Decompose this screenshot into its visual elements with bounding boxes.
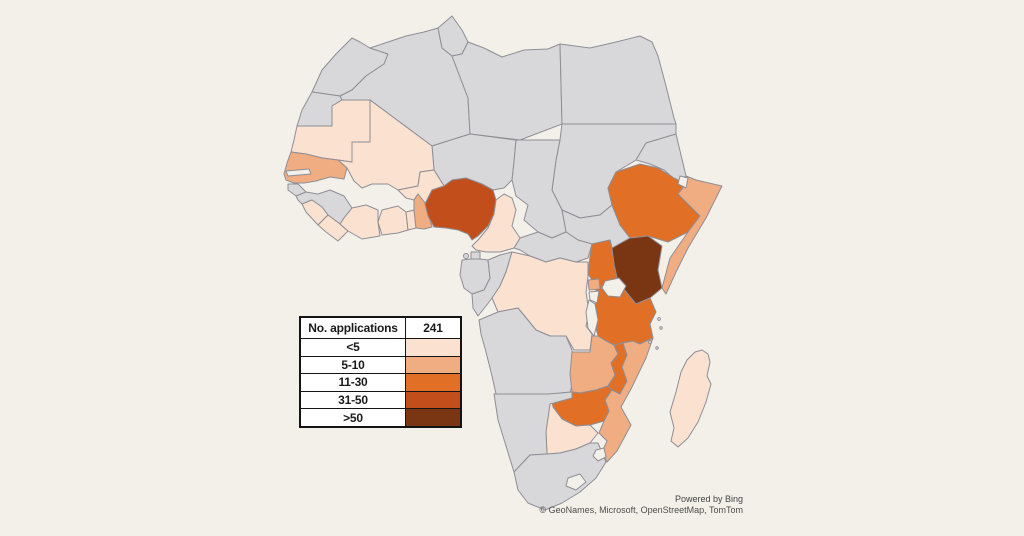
map-attribution: Powered by Bing © GeoNames, Microsoft, O…	[539, 494, 743, 516]
legend-title: No. applications	[308, 321, 398, 335]
country-equatorial-guinea	[470, 251, 481, 260]
country-ivory-coast	[339, 204, 381, 240]
legend-total: 241	[405, 318, 460, 338]
legend-label-lt5: <5	[301, 338, 405, 356]
legend-swatch-5-10	[405, 355, 460, 374]
legend-label-5-10: 5-10	[301, 355, 405, 374]
lake-victoria	[601, 277, 627, 298]
country-somalia	[661, 175, 723, 295]
legend-label-31-50: 31-50	[301, 390, 405, 409]
attribution-copyright: © GeoNames, Microsoft, OpenStreetMap, To…	[539, 505, 743, 515]
lake-tanganyika	[585, 299, 599, 337]
legend-swatch-lt5	[405, 338, 460, 356]
country-south-africa	[513, 442, 607, 511]
legend-swatch-31-50	[405, 390, 460, 409]
legend-swatch-11-30	[405, 373, 460, 391]
attribution-powered-by: Powered by Bing	[674, 494, 743, 504]
country-egypt	[559, 35, 677, 125]
pemba-island	[659, 326, 663, 330]
comoros-island-2	[655, 346, 659, 350]
comoros-island	[648, 340, 652, 344]
zanzibar-island	[657, 317, 661, 321]
legend-label-gt50: >50	[301, 408, 405, 426]
country-madagascar	[669, 349, 712, 448]
legend-swatch-gt50	[405, 408, 460, 426]
country-eswatini	[592, 447, 607, 462]
country-rwanda	[587, 278, 601, 291]
legend-label-11-30: 11-30	[301, 373, 405, 391]
legend-table: No. applications 241 <5 5-10 11-30 31-50…	[299, 316, 462, 428]
country-ghana	[377, 205, 409, 236]
country-djibouti	[677, 175, 689, 189]
country-lesotho	[565, 473, 587, 491]
country-burundi	[588, 290, 600, 304]
country-gambia	[285, 168, 312, 177]
bioko-island	[463, 253, 469, 259]
country-namibia	[493, 391, 573, 473]
country-cameroon	[471, 193, 521, 253]
